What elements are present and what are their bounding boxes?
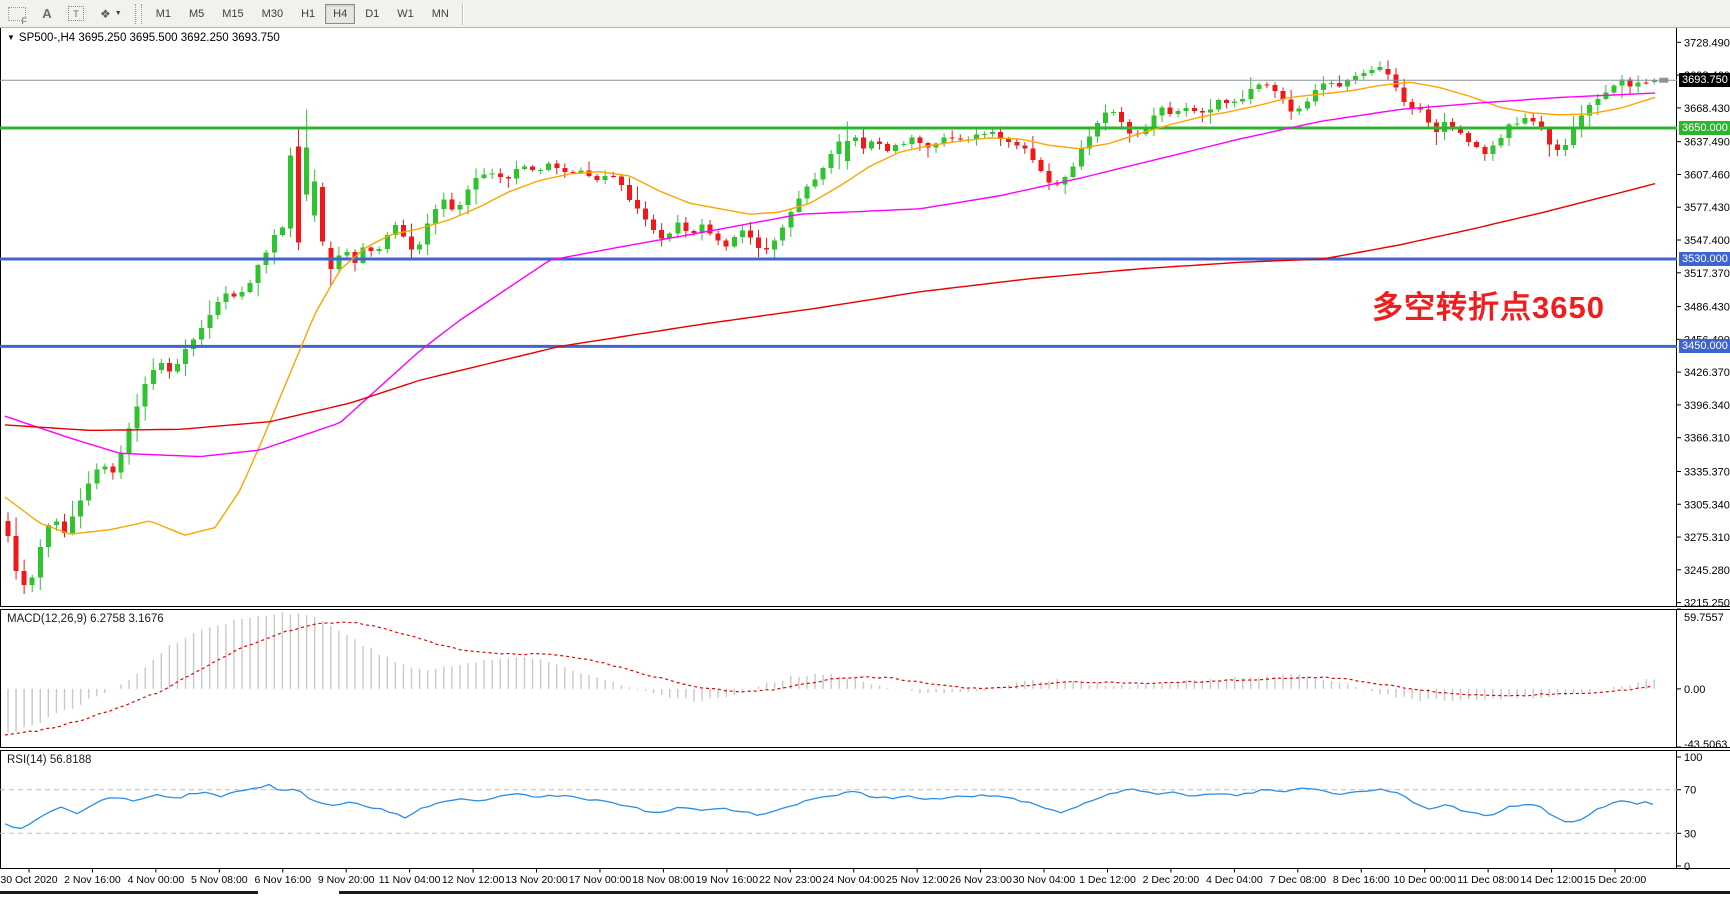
svg-text:11 Dec 08:00: 11 Dec 08:00 — [1457, 874, 1519, 886]
svg-text:30 Nov 04:00: 30 Nov 04:00 — [1013, 874, 1076, 886]
tf-button-d1[interactable]: D1 — [357, 4, 387, 24]
svg-text:1 Dec 12:00: 1 Dec 12:00 — [1079, 874, 1136, 886]
svg-text:0: 0 — [1684, 861, 1690, 873]
svg-text:3215.250: 3215.250 — [1684, 598, 1730, 610]
svg-text:3426.370: 3426.370 — [1684, 367, 1730, 379]
svg-text:2 Nov 16:00: 2 Nov 16:00 — [64, 874, 121, 886]
svg-text:4 Dec 04:00: 4 Dec 04:00 — [1206, 874, 1263, 886]
current-price-tag: 3693.750 — [1679, 73, 1730, 88]
arrow-objects-icon: ❖ — [100, 6, 111, 21]
svg-text:3728.490: 3728.490 — [1684, 37, 1730, 49]
svg-text:18 Nov 08:00: 18 Nov 08:00 — [632, 874, 695, 886]
macd-indicator-label: MACD(12,26,9) 6.2758 3.1676 — [7, 613, 164, 625]
ma-slow-red — [4, 183, 1656, 431]
text-label-tool-button[interactable]: T — [61, 3, 91, 25]
svg-text:8 Dec 16:00: 8 Dec 16:00 — [1333, 874, 1390, 886]
svg-text:-43.5063: -43.5063 — [1684, 739, 1727, 751]
green-level-price-tag: 3650.000 — [1679, 121, 1730, 135]
tf-button-h4[interactable]: H4 — [325, 3, 356, 24]
svg-text:2 Dec 20:00: 2 Dec 20:00 — [1143, 874, 1200, 886]
blue-level-price-tag-3530: 3530.000 — [1679, 252, 1730, 266]
arrow-objects-tool-button[interactable]: ❖ ▼ — [93, 3, 129, 25]
svg-text:25 Nov 12:00: 25 Nov 12:00 — [886, 874, 949, 886]
svg-text:13 Nov 20:00: 13 Nov 20:00 — [505, 874, 568, 886]
ma-mid-magenta — [4, 92, 1656, 458]
svg-text:22 Nov 23:00: 22 Nov 23:00 — [759, 874, 822, 886]
macd-axis: 59.7557 0.00 -43.5063 — [1677, 608, 1727, 751]
svg-text:3335.370: 3335.370 — [1684, 466, 1730, 478]
svg-text:30 Oct 2020: 30 Oct 2020 — [0, 874, 57, 886]
svg-text:3305.340: 3305.340 — [1684, 499, 1730, 511]
tf-button-mn[interactable]: MN — [424, 4, 457, 24]
svg-text:3637.490: 3637.490 — [1684, 137, 1730, 149]
pattern-f-icon: F — [8, 6, 27, 25]
svg-text:19 Nov 16:00: 19 Nov 16:00 — [696, 874, 759, 886]
svg-text:3517.370: 3517.370 — [1684, 268, 1730, 280]
rsi-indicator-label: RSI(14) 56.8188 — [7, 754, 92, 766]
toolbar-grip[interactable] — [134, 3, 142, 24]
svg-text:5 Nov 08:00: 5 Nov 08:00 — [191, 874, 248, 886]
svg-text:100: 100 — [1684, 752, 1702, 764]
tf-button-m15[interactable]: M15 — [214, 4, 251, 24]
time-axis: 30 Oct 2020 2 Nov 16:00 4 Nov 00:00 5 Nov 0… — [0, 868, 1647, 886]
tf-button-m30[interactable]: M30 — [254, 4, 291, 24]
svg-text:26 Nov 23:00: 26 Nov 23:00 — [949, 874, 1012, 886]
macd-pane — [4, 612, 1655, 736]
svg-text:3607.460: 3607.460 — [1684, 169, 1730, 181]
rsi-pane — [0, 783, 1677, 834]
current-price-line — [0, 77, 1677, 83]
ma-fast-orange — [4, 81, 1656, 536]
svg-text:17 Nov 00:00: 17 Nov 00:00 — [569, 874, 632, 886]
svg-text:7 Dec 08:00: 7 Dec 08:00 — [1269, 874, 1326, 886]
toolbar: F A T ❖ ▼ M1 M5 M15 M30 H1 H4 D1 W1 MN — [0, 0, 1730, 28]
svg-text:30: 30 — [1684, 828, 1696, 840]
tf-button-m1[interactable]: M1 — [148, 4, 179, 24]
collapse-triangle-icon[interactable]: ▼ — [7, 33, 15, 42]
svg-text:3396.340: 3396.340 — [1684, 400, 1730, 412]
tf-button-m5[interactable]: M5 — [181, 4, 212, 24]
svg-text:59.7557: 59.7557 — [1684, 612, 1724, 624]
svg-text:3668.430: 3668.430 — [1684, 103, 1730, 115]
svg-text:15 Dec 20:00: 15 Dec 20:00 — [1584, 874, 1647, 886]
text-tool-button[interactable]: A — [35, 3, 59, 25]
dropdown-caret-icon: ▼ — [114, 10, 122, 17]
pattern-f-tool-button[interactable]: F — [1, 3, 33, 25]
svg-text:3577.430: 3577.430 — [1684, 202, 1730, 214]
chart-title-text: SP500-,H4 3695.250 3695.500 3692.250 369… — [18, 32, 280, 44]
svg-text:0.00: 0.00 — [1684, 684, 1705, 696]
svg-text:70: 70 — [1684, 785, 1696, 797]
rsi-axis: 100 70 30 0 — [1677, 752, 1702, 873]
svg-text:4 Nov 00:00: 4 Nov 00:00 — [128, 874, 185, 886]
bottom-edge — [0, 891, 1730, 894]
svg-text:3245.280: 3245.280 — [1684, 565, 1730, 577]
text-label-t-icon: T — [68, 6, 84, 21]
chart-title: ▼ SP500-,H4 3695.250 3695.500 3692.250 36… — [7, 32, 280, 44]
svg-text:14 Dec 12:00: 14 Dec 12:00 — [1520, 874, 1583, 886]
toolbar-separator — [461, 2, 464, 25]
timeframe-bar: M1 M5 M15 M30 H1 H4 D1 W1 MN — [147, 3, 458, 24]
text-a-icon: A — [42, 6, 52, 21]
blue-level-price-tag-3450: 3450.000 — [1679, 339, 1730, 354]
chart-annotation-text: 多空转折点3650 — [1372, 290, 1605, 325]
pane-borders — [0, 27, 1730, 869]
svg-text:3547.400: 3547.400 — [1684, 235, 1730, 247]
svg-text:10 Dec 00:00: 10 Dec 00:00 — [1393, 874, 1456, 886]
svg-text:3275.310: 3275.310 — [1684, 532, 1730, 544]
svg-text:24 Nov 04:00: 24 Nov 04:00 — [822, 874, 885, 886]
svg-text:12 Nov 12:00: 12 Nov 12:00 — [442, 874, 505, 886]
horizontal-level-lines — [0, 126, 1677, 348]
svg-text:3486.430: 3486.430 — [1684, 302, 1730, 314]
svg-text:11 Nov 04:00: 11 Nov 04:00 — [379, 874, 441, 886]
tf-button-h1[interactable]: H1 — [293, 4, 323, 24]
svg-text:6 Nov 16:00: 6 Nov 16:00 — [254, 874, 311, 886]
svg-text:3366.310: 3366.310 — [1684, 433, 1730, 445]
tf-button-w1[interactable]: W1 — [389, 4, 422, 24]
svg-text:9 Nov 20:00: 9 Nov 20:00 — [318, 874, 375, 886]
